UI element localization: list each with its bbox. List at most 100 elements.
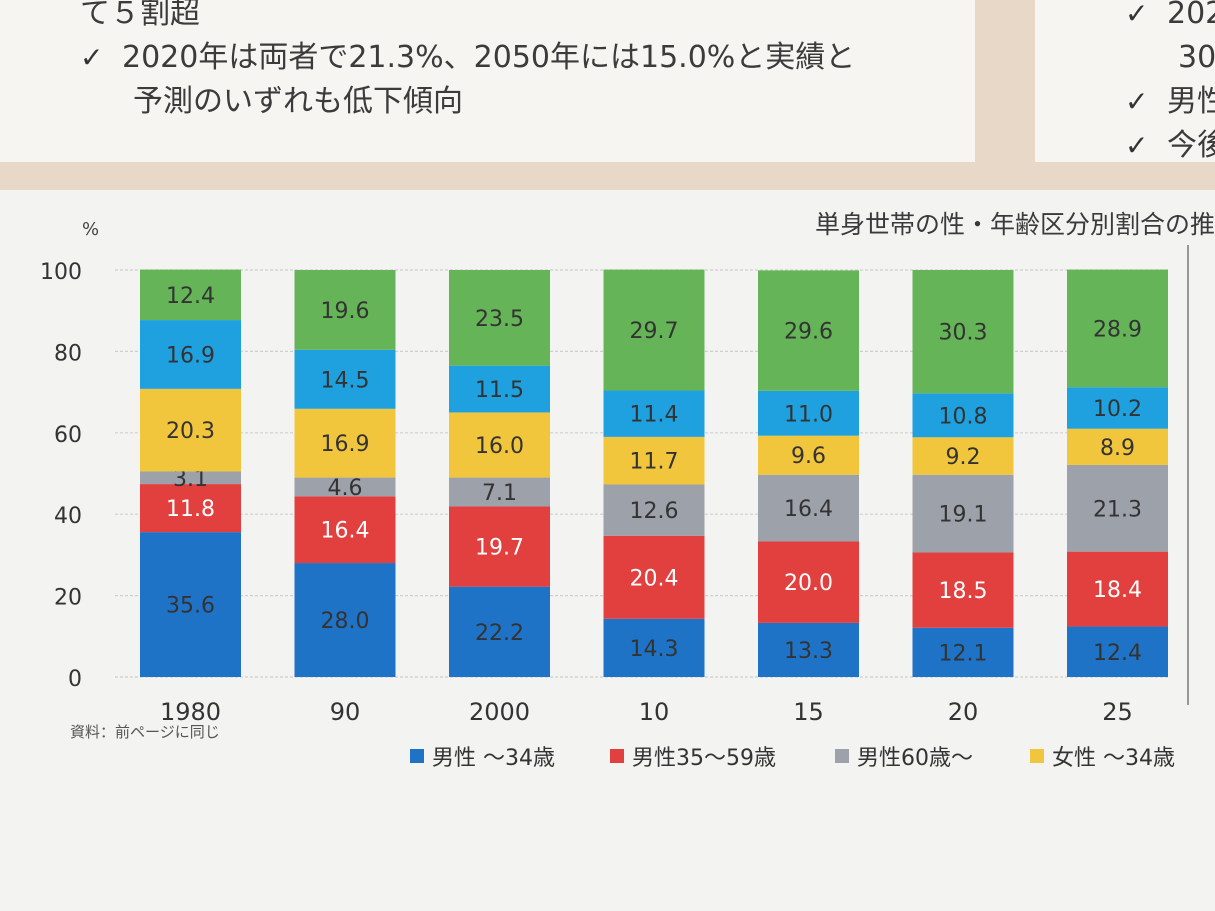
data-label: 12.4 bbox=[1093, 641, 1142, 666]
bar-segment bbox=[140, 269, 241, 321]
bar-segment bbox=[140, 388, 241, 472]
bar-segment bbox=[758, 435, 859, 475]
bar-segment bbox=[758, 474, 859, 542]
data-label: 19.7 bbox=[475, 536, 524, 561]
right-note-line-4: ✓ 今後 bbox=[1125, 124, 1215, 168]
data-label: 11.4 bbox=[630, 403, 679, 428]
bar-segment bbox=[912, 270, 1014, 394]
source-note: 資料：前ページに同じ bbox=[70, 723, 220, 741]
bar-segment bbox=[140, 320, 241, 389]
data-label: 16.9 bbox=[166, 343, 215, 368]
data-label: 16.0 bbox=[475, 434, 524, 459]
bar-segment bbox=[758, 541, 859, 623]
y-tick-label: 20 bbox=[54, 586, 82, 611]
bar-segment bbox=[294, 408, 396, 478]
data-label: 12.6 bbox=[630, 499, 679, 524]
data-label: 10.8 bbox=[939, 404, 988, 429]
bar-segment bbox=[1067, 551, 1168, 627]
right-note-line-3: ✓ 男性 bbox=[1125, 80, 1215, 124]
data-label: 35.6 bbox=[166, 594, 215, 619]
bar-segment bbox=[912, 474, 1014, 553]
bar-segment bbox=[758, 390, 859, 436]
x-tick-label: 2000 bbox=[469, 698, 530, 726]
data-label: 8.9 bbox=[1100, 436, 1135, 461]
bar-segment bbox=[1067, 387, 1168, 429]
data-label: 29.7 bbox=[630, 319, 679, 344]
x-tick-label: 10 bbox=[639, 698, 670, 726]
data-label: 12.4 bbox=[166, 284, 215, 309]
x-tick-label: 1980 bbox=[160, 698, 221, 726]
data-label: 16.9 bbox=[321, 432, 370, 457]
right-note-line-2: 30. bbox=[1178, 40, 1215, 75]
data-label: 28.9 bbox=[1093, 317, 1142, 342]
data-label: 19.1 bbox=[939, 503, 988, 528]
data-label: 20.4 bbox=[630, 566, 679, 591]
data-label: 23.5 bbox=[475, 307, 524, 332]
right-note-line-1: ✓ 202 bbox=[1125, 0, 1215, 36]
data-label: 12.1 bbox=[939, 641, 988, 666]
check-icon: ✓ bbox=[80, 41, 104, 74]
check-icon: ✓ bbox=[1125, 85, 1149, 118]
x-tick-label: 25 bbox=[1102, 698, 1133, 726]
bar-segment bbox=[449, 365, 550, 413]
data-label: 19.6 bbox=[321, 299, 370, 324]
bar-segment bbox=[1067, 428, 1168, 465]
bar-segment bbox=[449, 477, 550, 507]
data-label: 9.2 bbox=[946, 445, 981, 470]
left-note-card: て５割超 ✓ 2020年は両者で21.3%、2050年には15.0%と実績と 予測… bbox=[0, 0, 975, 162]
data-label: 28.0 bbox=[321, 609, 370, 634]
chart-divider bbox=[1187, 245, 1189, 705]
legend-label: 男性60歳〜 bbox=[857, 746, 973, 771]
legend-label: 男性 〜34歳 bbox=[432, 746, 555, 771]
legend-swatch-yellow bbox=[1030, 749, 1044, 763]
right-note-card: ✓202 30. ✓男性 ✓今後 bbox=[1035, 0, 1215, 163]
legend-label: 女性 〜34歳 bbox=[1052, 746, 1175, 771]
bar-segment bbox=[912, 437, 1014, 475]
bar-segment bbox=[140, 484, 241, 533]
y-axis-unit: % bbox=[82, 219, 99, 240]
check-icon: ✓ bbox=[1125, 0, 1149, 30]
bar-segment bbox=[912, 393, 1014, 438]
legend-label: 男性35〜59歳 bbox=[632, 746, 776, 771]
bar-segment bbox=[294, 563, 396, 677]
bar-segment bbox=[758, 622, 859, 677]
y-tick-label: 40 bbox=[54, 504, 82, 529]
data-label: 20.3 bbox=[166, 419, 215, 444]
data-label: 14.3 bbox=[630, 637, 679, 662]
data-label: 20.0 bbox=[784, 571, 833, 596]
data-label: 29.6 bbox=[784, 320, 833, 345]
bar-segment bbox=[449, 586, 550, 677]
bar-segment bbox=[449, 412, 550, 478]
note-line-1: て５割超 bbox=[80, 0, 200, 31]
legend-item-female-under-34: 女性 〜34歳 bbox=[1030, 740, 1175, 772]
note-line-3: 予測のいずれも低下傾向 bbox=[133, 84, 463, 119]
legend-swatch-red bbox=[610, 749, 624, 763]
data-label: 11.8 bbox=[166, 497, 215, 522]
y-tick-label: 0 bbox=[68, 667, 82, 692]
data-label: 11.0 bbox=[784, 402, 833, 427]
legend-item-male-under-34: 男性 〜34歳 bbox=[410, 740, 555, 772]
data-label: 30.3 bbox=[939, 321, 988, 346]
y-tick-label: 100 bbox=[40, 260, 82, 285]
bar-segment bbox=[1067, 269, 1168, 388]
bar-segment bbox=[603, 269, 705, 391]
legend-item-male-60-plus: 男性60歳〜 bbox=[835, 740, 973, 772]
bar-segment bbox=[603, 390, 705, 437]
bar-segment bbox=[603, 436, 705, 485]
data-label: 13.3 bbox=[784, 639, 833, 664]
data-label: 11.7 bbox=[630, 450, 679, 475]
x-tick-label: 90 bbox=[330, 698, 361, 726]
bar-segment bbox=[1067, 464, 1168, 552]
data-label: 22.2 bbox=[475, 621, 524, 646]
legend-swatch-gray bbox=[835, 749, 849, 763]
data-label: 7.1 bbox=[482, 481, 517, 506]
legend-swatch-blue bbox=[410, 749, 424, 763]
x-tick-label: 20 bbox=[948, 698, 979, 726]
y-tick-label: 80 bbox=[54, 341, 82, 366]
data-label: 14.5 bbox=[321, 368, 370, 393]
bar-segment bbox=[1067, 626, 1168, 677]
bar-segment bbox=[294, 270, 396, 350]
y-tick-label: 60 bbox=[54, 423, 82, 448]
bar-segment bbox=[294, 349, 396, 409]
data-label: 11.5 bbox=[475, 378, 524, 403]
